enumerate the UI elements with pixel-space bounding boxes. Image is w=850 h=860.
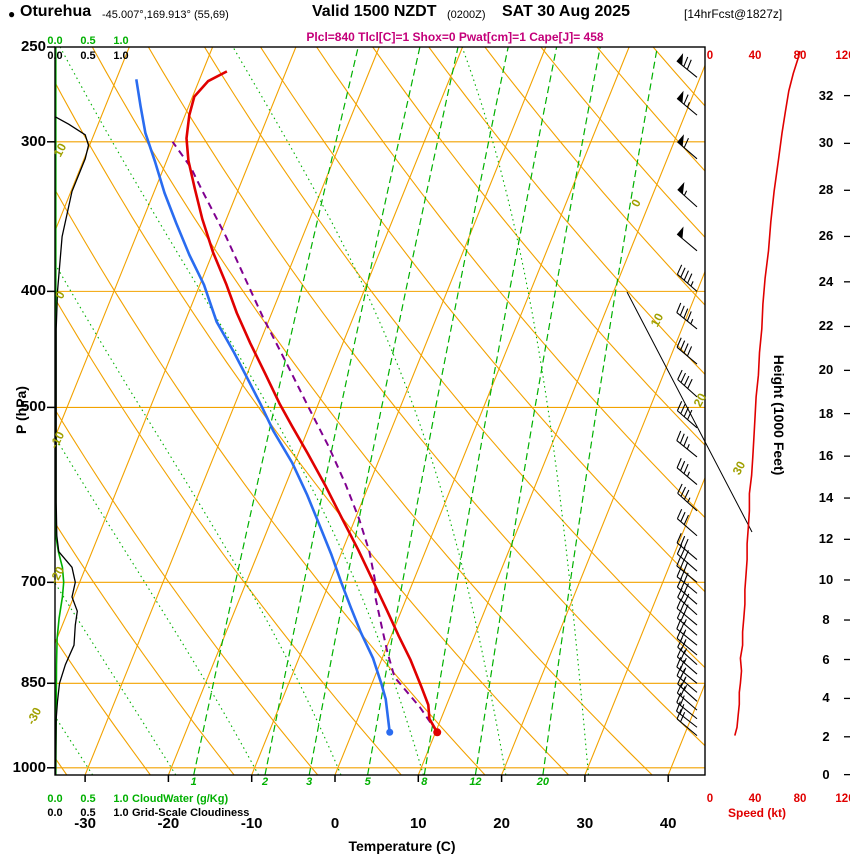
cloud-profiles (55, 47, 90, 775)
temperature-profile-line (185, 70, 439, 733)
moist-adiabats-and-mixing-lines (55, 47, 658, 775)
sounding-curves (135, 70, 442, 737)
wind-barbs (675, 53, 698, 737)
cloudiness-profile-line (55, 116, 90, 775)
parcel-path-line (171, 141, 439, 733)
wind-speed-line (734, 50, 801, 736)
cloudwater-profile-line (55, 47, 65, 775)
slant-reference-line (626, 291, 753, 533)
surface-dewpoint-dot (386, 728, 394, 736)
plot-border (54, 46, 706, 776)
dewpoint-profile-line (135, 79, 391, 733)
surface-temperature-dot (433, 728, 442, 737)
axes-frame (47, 46, 850, 782)
background-grid (55, 47, 705, 775)
wind-speed-profile (734, 50, 801, 736)
